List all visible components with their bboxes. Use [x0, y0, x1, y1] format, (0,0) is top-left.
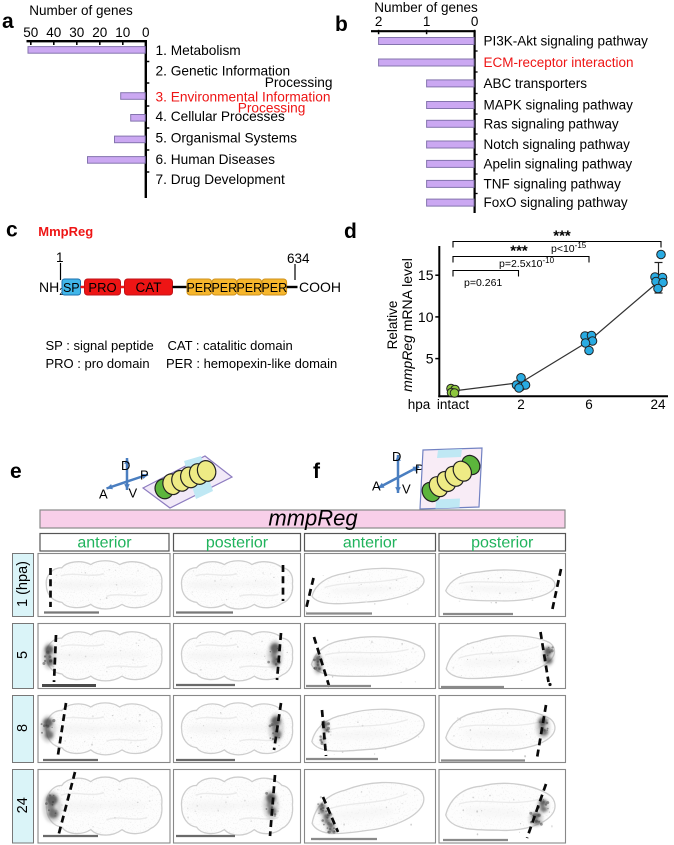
- svg-text:Processing: Processing: [238, 101, 306, 116]
- svg-text:4. Cellular Processes: 4. Cellular Processes: [156, 109, 285, 124]
- svg-text:Apelin signaling pathway: Apelin signaling pathway: [484, 157, 633, 172]
- svg-text:NH2: NH2: [39, 279, 65, 298]
- svg-text:d: d: [344, 220, 357, 243]
- svg-text:PI3K-Akt signaling pathway: PI3K-Akt signaling pathway: [484, 34, 649, 49]
- svg-text:ECM-receptor interaction: ECM-receptor interaction: [484, 55, 634, 70]
- svg-text:1. Metabolism: 1. Metabolism: [156, 43, 241, 58]
- svg-text:PER: PER: [261, 281, 287, 295]
- svg-text:0: 0: [471, 14, 479, 29]
- svg-text:2: 2: [375, 14, 383, 29]
- svg-text:posterior: posterior: [206, 535, 269, 552]
- svg-text:3. Environmental Information: 3. Environmental Information: [156, 89, 331, 104]
- svg-text:P: P: [140, 468, 149, 483]
- svg-text:634: 634: [287, 251, 310, 266]
- svg-text:P: P: [415, 462, 424, 477]
- svg-text:20: 20: [92, 25, 107, 40]
- svg-text:MAPK signaling pathway: MAPK signaling pathway: [484, 98, 634, 113]
- svg-text:6: 6: [585, 397, 593, 412]
- svg-text:5: 5: [426, 351, 434, 367]
- svg-text:PER: PER: [186, 281, 212, 295]
- svg-text:1 (hpa): 1 (hpa): [15, 561, 31, 607]
- svg-text:D: D: [392, 449, 401, 464]
- svg-text:Notch signaling pathway: Notch signaling pathway: [484, 137, 631, 152]
- svg-text:posterior: posterior: [471, 535, 534, 552]
- svg-text:A: A: [99, 487, 108, 502]
- svg-text:c: c: [6, 219, 18, 242]
- svg-text:7. Drug Development: 7. Drug Development: [156, 172, 286, 187]
- svg-text:PRO: PRO: [88, 280, 116, 295]
- svg-text:Number of genes: Number of genes: [374, 0, 478, 15]
- svg-text:15: 15: [418, 267, 434, 283]
- svg-text:***: ***: [553, 228, 571, 245]
- svg-text:mmpReg: mmpReg: [268, 506, 358, 531]
- svg-text:V: V: [402, 482, 411, 497]
- svg-text:COOH: COOH: [299, 279, 341, 295]
- svg-text:mmpReg mRNA level: mmpReg mRNA level: [399, 258, 415, 392]
- svg-text:p<10-15: p<10-15: [551, 241, 587, 255]
- svg-text:D: D: [121, 458, 130, 473]
- svg-text:6. Human Diseases: 6. Human Diseases: [156, 152, 276, 167]
- svg-text:CAT : catalitic domain: CAT : catalitic domain: [168, 338, 293, 353]
- svg-text:V: V: [129, 486, 138, 501]
- svg-text:anterior: anterior: [77, 535, 132, 552]
- svg-text:PER : hemopexin-like domain: PER : hemopexin-like domain: [166, 356, 337, 371]
- svg-text:Processing: Processing: [265, 75, 333, 90]
- svg-text:ABC transporters: ABC transporters: [484, 76, 588, 91]
- svg-text:1: 1: [56, 250, 64, 265]
- svg-text:MmpReg: MmpReg: [38, 224, 93, 239]
- svg-text:Relative: Relative: [385, 301, 400, 350]
- svg-text:p=2.5x10-10: p=2.5x10-10: [499, 256, 555, 270]
- svg-text:b: b: [335, 13, 348, 36]
- svg-text:A: A: [372, 479, 381, 494]
- svg-text:5. Organismal Systems: 5. Organismal Systems: [156, 131, 298, 146]
- svg-text:a: a: [2, 10, 14, 33]
- svg-text:anterior: anterior: [343, 535, 398, 552]
- svg-text:2: 2: [517, 397, 525, 412]
- svg-text:hpa: hpa: [408, 397, 431, 412]
- svg-text:24: 24: [650, 397, 666, 412]
- svg-text:PER: PER: [211, 281, 237, 295]
- svg-text:PER: PER: [236, 281, 262, 295]
- svg-text:5: 5: [15, 651, 31, 659]
- svg-text:10: 10: [115, 25, 130, 40]
- svg-text:SP : signal peptide: SP : signal peptide: [46, 338, 154, 353]
- svg-text:intact: intact: [437, 397, 470, 412]
- svg-text:Ras signaling pathway: Ras signaling pathway: [484, 116, 619, 131]
- svg-text:30: 30: [69, 25, 84, 40]
- svg-text:FoxO signaling pathway: FoxO signaling pathway: [484, 195, 628, 210]
- svg-text:***: ***: [510, 243, 528, 260]
- svg-text:24: 24: [15, 797, 31, 813]
- svg-text:1: 1: [423, 14, 431, 29]
- svg-text:SP: SP: [63, 281, 80, 295]
- svg-text:8: 8: [15, 724, 31, 732]
- svg-text:10: 10: [418, 309, 434, 325]
- svg-text:p=0.261: p=0.261: [464, 277, 502, 289]
- svg-text:0: 0: [142, 25, 150, 40]
- svg-text:2. Genetic Information: 2. Genetic Information: [156, 64, 291, 79]
- svg-text:PRO : pro domain: PRO : pro domain: [46, 356, 150, 371]
- svg-text:TNF signaling pathway: TNF signaling pathway: [484, 177, 622, 192]
- svg-text:CAT: CAT: [136, 280, 162, 295]
- svg-text:50: 50: [23, 25, 38, 40]
- svg-text:f: f: [313, 460, 321, 483]
- svg-text:e: e: [10, 460, 22, 483]
- svg-text:Number of genes: Number of genes: [29, 3, 133, 18]
- svg-text:40: 40: [46, 25, 61, 40]
